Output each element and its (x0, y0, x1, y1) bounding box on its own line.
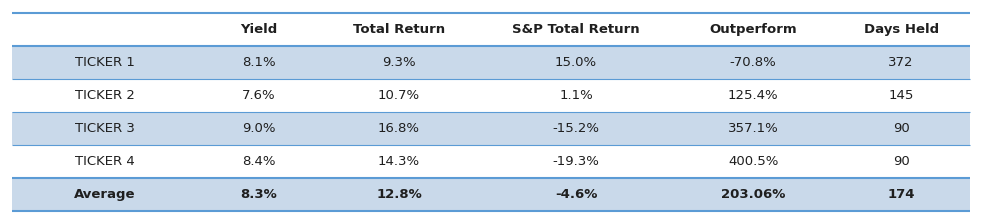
Text: 125.4%: 125.4% (728, 89, 779, 102)
Text: 9.3%: 9.3% (382, 56, 415, 69)
Text: TICKER 4: TICKER 4 (75, 155, 135, 168)
Text: 14.3%: 14.3% (378, 155, 420, 168)
Text: 357.1%: 357.1% (728, 122, 779, 135)
Text: 90: 90 (893, 122, 909, 135)
Text: 8.1%: 8.1% (243, 56, 276, 69)
Text: Outperform: Outperform (709, 23, 797, 36)
Bar (12, 178, 970, 211)
Text: Total Return: Total Return (353, 23, 445, 36)
Text: 9.0%: 9.0% (243, 122, 276, 135)
Text: 372: 372 (889, 56, 914, 69)
Text: 1.1%: 1.1% (559, 89, 593, 102)
Text: 10.7%: 10.7% (378, 89, 420, 102)
Text: -15.2%: -15.2% (553, 122, 600, 135)
Text: Days Held: Days Held (863, 23, 939, 36)
Text: TICKER 3: TICKER 3 (75, 122, 135, 135)
Text: 8.4%: 8.4% (243, 155, 276, 168)
Text: -19.3%: -19.3% (553, 155, 600, 168)
Text: S&P Total Return: S&P Total Return (513, 23, 640, 36)
Bar (12, 79, 970, 112)
Bar (12, 13, 970, 46)
Text: TICKER 1: TICKER 1 (75, 56, 135, 69)
Text: 400.5%: 400.5% (728, 155, 779, 168)
Text: 7.6%: 7.6% (243, 89, 276, 102)
Text: 12.8%: 12.8% (376, 188, 422, 201)
Text: 174: 174 (888, 188, 915, 201)
Text: TICKER 2: TICKER 2 (75, 89, 135, 102)
Bar (12, 145, 970, 178)
Bar (12, 46, 970, 79)
Text: 145: 145 (889, 89, 914, 102)
Text: 90: 90 (893, 155, 909, 168)
Text: Average: Average (74, 188, 136, 201)
Text: 16.8%: 16.8% (378, 122, 420, 135)
Bar (12, 112, 970, 145)
Text: 203.06%: 203.06% (721, 188, 786, 201)
Text: 8.3%: 8.3% (241, 188, 278, 201)
Text: -70.8%: -70.8% (730, 56, 777, 69)
Text: Yield: Yield (241, 23, 278, 36)
Text: -4.6%: -4.6% (555, 188, 597, 201)
Text: 15.0%: 15.0% (555, 56, 597, 69)
